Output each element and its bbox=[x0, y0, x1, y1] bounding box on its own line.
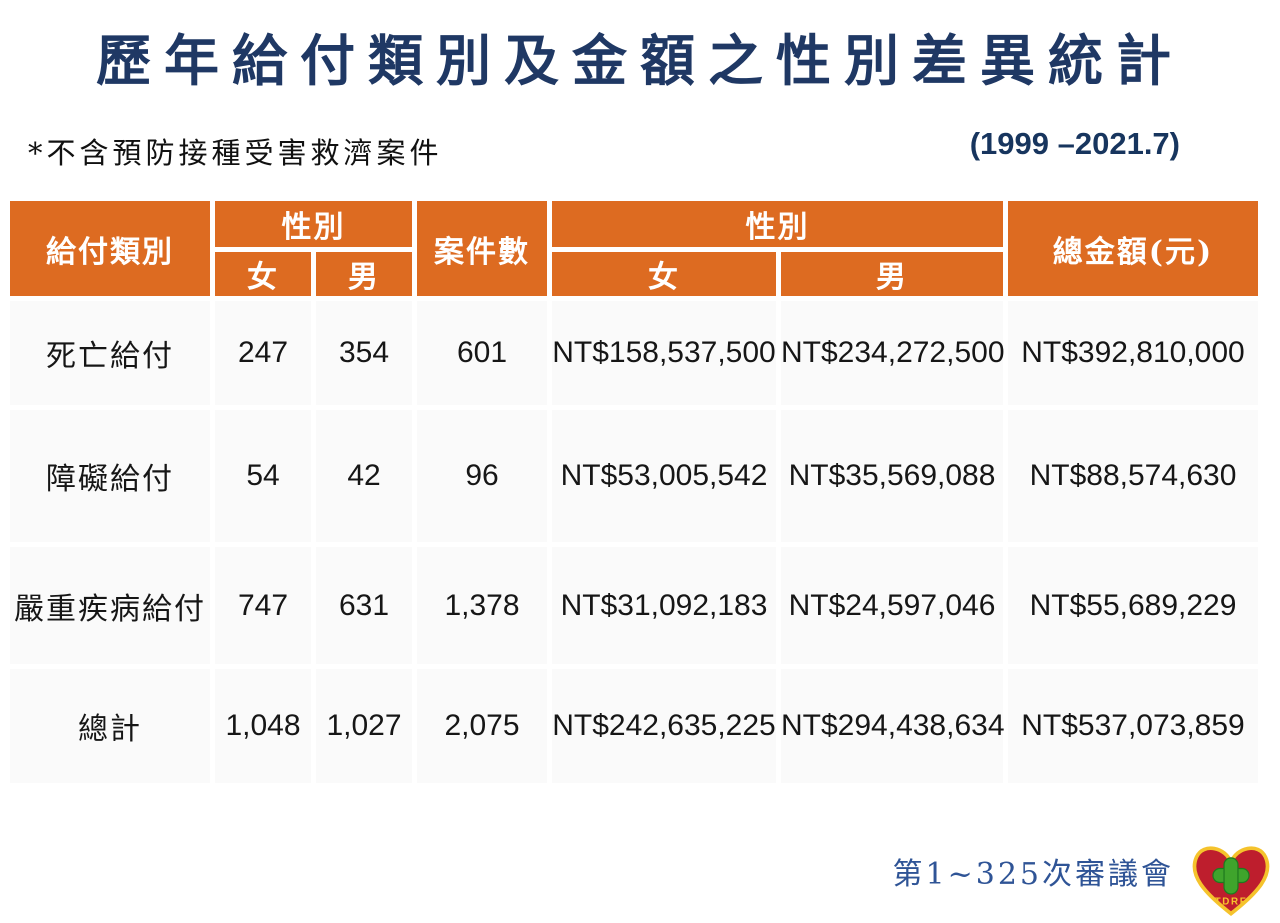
female-amount-cell: NT$31,092,183 bbox=[552, 547, 776, 664]
total-amount-cell: NT$88,574,630 bbox=[1008, 410, 1258, 542]
male-count-cell: 631 bbox=[316, 547, 412, 664]
header-total-amount: 總金額(元) bbox=[1008, 201, 1258, 296]
header-gender-amounts: 性別 bbox=[552, 201, 1003, 247]
female-amount-cell: NT$53,005,542 bbox=[552, 410, 776, 542]
header-category: 給付類別 bbox=[10, 201, 210, 296]
header-female-count: 女 bbox=[215, 252, 311, 296]
female-amount-cell: NT$242,635,225 bbox=[552, 669, 776, 783]
table-row: 障礙給付 54 42 96 NT$53,005,542 NT$35,569,08… bbox=[10, 410, 1258, 542]
footer: 第1~325次審議會 TDRF bbox=[893, 841, 1272, 919]
category-cell: 障礙給付 bbox=[10, 410, 210, 542]
female-amount-cell: NT$158,537,500 bbox=[552, 301, 776, 405]
gender-statistics-table: 給付類別 性別 案件數 性別 總金額(元) 女 男 女 男 死亡給付 247 3… bbox=[5, 196, 1263, 788]
female-count-cell: 247 bbox=[215, 301, 311, 405]
header-gender-counts: 性別 bbox=[215, 201, 412, 247]
female-count-cell: 54 bbox=[215, 410, 311, 542]
table-header: 給付類別 性別 案件數 性別 總金額(元) 女 男 女 男 bbox=[10, 201, 1258, 296]
tdrf-heart-logo-icon: TDRF bbox=[1192, 846, 1270, 916]
meetings-count-label: 第1~325次審議會 bbox=[892, 857, 1174, 892]
cases-cell: 601 bbox=[417, 301, 547, 405]
total-amount-cell: NT$537,073,859 bbox=[1008, 669, 1258, 783]
exclusion-note: *不含預防接種受害救濟案件 bbox=[28, 136, 443, 170]
category-cell: 嚴重疾病給付 bbox=[10, 547, 210, 664]
category-cell: 總計 bbox=[10, 669, 210, 783]
table-row: 嚴重疾病給付 747 631 1,378 NT$31,092,183 NT$24… bbox=[10, 547, 1258, 664]
category-cell: 死亡給付 bbox=[10, 301, 210, 405]
table-row: 總計 1,048 1,027 2,075 NT$242,635,225 NT$2… bbox=[10, 669, 1258, 783]
header-row: 給付類別 性別 案件數 性別 總金額(元) bbox=[10, 201, 1258, 296]
male-count-cell: 42 bbox=[316, 410, 412, 542]
female-count-cell: 747 bbox=[215, 547, 311, 664]
male-count-cell: 354 bbox=[316, 301, 412, 405]
header-male-amount: 男 bbox=[781, 252, 1003, 296]
header-female-amount: 女 bbox=[552, 252, 776, 296]
cases-cell: 96 bbox=[417, 410, 547, 542]
total-amount-cell: NT$392,810,000 bbox=[1008, 301, 1258, 405]
cases-cell: 1,378 bbox=[417, 547, 547, 664]
male-amount-cell: NT$35,569,088 bbox=[781, 410, 1003, 542]
header-male-count: 男 bbox=[316, 252, 412, 296]
cases-cell: 2,075 bbox=[417, 669, 547, 783]
date-range: (1999 –2021.7) bbox=[969, 126, 1180, 161]
logo-text: TDRF bbox=[1215, 897, 1248, 908]
table-body: 死亡給付 247 354 601 NT$158,537,500 NT$234,2… bbox=[10, 301, 1258, 783]
male-amount-cell: NT$24,597,046 bbox=[781, 547, 1003, 664]
header-cases: 案件數 bbox=[417, 201, 547, 296]
total-amount-cell: NT$55,689,229 bbox=[1008, 547, 1258, 664]
female-count-cell: 1,048 bbox=[215, 669, 311, 783]
page-title: 歷年給付類別及金額之性別差異統計 bbox=[95, 28, 1184, 93]
male-amount-cell: NT$234,272,500 bbox=[781, 301, 1005, 405]
male-count-cell: 1,027 bbox=[316, 669, 412, 783]
header-subrow: 女 男 女 男 bbox=[10, 252, 1258, 296]
table-row: 死亡給付 247 354 601 NT$158,537,500 NT$234,2… bbox=[10, 301, 1258, 405]
male-amount-cell: NT$294,438,634 bbox=[781, 669, 1005, 783]
